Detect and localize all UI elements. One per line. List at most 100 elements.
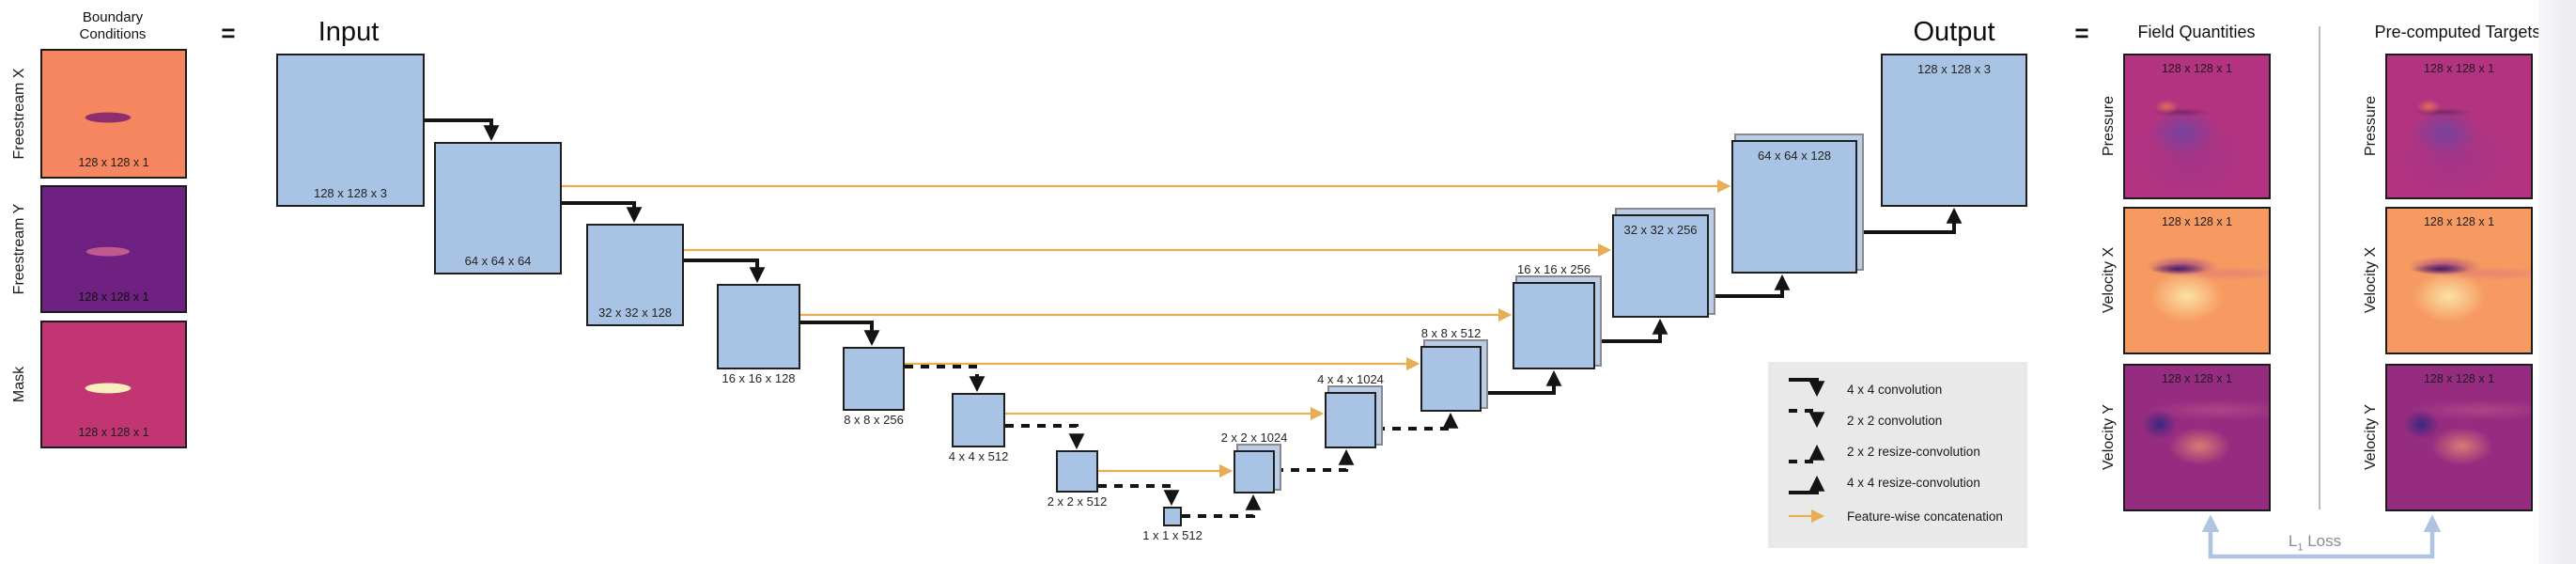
target-velocity-y-label: Velocity Y [2363, 404, 2379, 470]
l1-loss-bracket [2201, 514, 2442, 559]
unet-block-dec-2: 2 x 2 x 1024 [1221, 431, 1287, 494]
conv2x2-arrow-1 [905, 365, 985, 393]
unet-block-dec-4: 4 x 4 x 1024 [1317, 372, 1384, 448]
legend-item-resize2x2: 2 x 2 resize-convolution [1785, 436, 2027, 467]
legend-item-conv4x4: 4 x 4 convolution [1785, 374, 2027, 405]
unet-block-enc-4: 4 x 4 x 512 [949, 393, 1008, 463]
block-dims-label: 4 x 4 x 512 [948, 449, 1009, 463]
conv2x2-arrow-3 [1098, 484, 1180, 507]
unet-block-input: 128 x 128 x 3 [276, 54, 425, 207]
resize4x4-arrow-1 [1482, 369, 1562, 395]
mask-dims: 128 x 128 x 1 [78, 426, 149, 439]
block-dims-label: 8 x 8 x 512 [1420, 326, 1482, 340]
freestream-y-label: Freestream Y [11, 203, 27, 295]
loss-subscript: 1 [2297, 541, 2304, 554]
field-velocity-x-label: Velocity X [2101, 246, 2117, 314]
target-velocity-x-image: 128 x 128 x 1 [2385, 207, 2533, 354]
loss-rest: Loss [2303, 532, 2342, 550]
boundary-title-line1: Boundary [82, 9, 144, 25]
resize2x2-arrow-1 [1182, 494, 1262, 518]
equals-sign-right: = [2074, 19, 2089, 47]
conv4x4-arrow-2 [562, 201, 643, 224]
image-dims-label: 128 x 128 x 1 [2161, 372, 2233, 385]
block-dims-label: 64 x 64 x 128 [1757, 149, 1832, 163]
unet-block-bottleneck: 1 x 1 x 512 [1142, 507, 1203, 542]
resize2x2-arrow-2 [1275, 448, 1355, 472]
field-velocity-x-image: 128 x 128 x 1 [2123, 207, 2271, 354]
legend-item-resize4x4: 4 x 4 resize-convolution [1785, 467, 2027, 498]
resize2x2-arrow-3 [1376, 412, 1459, 431]
resize4x4-arrow-3 [1709, 274, 1791, 298]
block-dims-label: 16 x 16 x 256 [1516, 262, 1591, 276]
input-title: Input [318, 17, 380, 47]
block-dims-label: 128 x 128 x 3 [1916, 62, 1992, 76]
legend-label: 4 x 4 resize-convolution [1847, 476, 1980, 490]
freestream-x-dims: 128 x 128 x 1 [78, 156, 149, 169]
unet-block-output: 128 x 128 x 3 [1881, 54, 2027, 207]
conv-4x4-arrow-icon [1789, 378, 1825, 398]
unet-block-enc-64: 64 x 64 x 64 [434, 142, 562, 274]
image-dims-label: 128 x 128 x 1 [2423, 372, 2495, 385]
conv4x4-arrow-1 [425, 118, 500, 142]
field-velocity-y-image: 128 x 128 x 1 [2123, 364, 2271, 511]
block-dims-label: 64 x 64 x 64 [464, 254, 532, 268]
resize-4x4-arrow-icon [1789, 475, 1825, 494]
legend-label: 2 x 2 convolution [1847, 414, 1943, 428]
unet-block-enc-8: 8 x 8 x 256 [843, 347, 905, 427]
block-dims-label: 32 x 32 x 256 [1623, 223, 1698, 237]
concat-arrow-icon [1789, 509, 1825, 524]
target-velocity-x-label: Velocity X [2363, 246, 2379, 314]
mask-label: Mask [11, 366, 27, 403]
output-title: Output [1913, 17, 1995, 47]
page-edge-gradient [2538, 0, 2576, 564]
conv2x2-arrow-2 [1005, 424, 1085, 450]
block-dims-label: 4 x 4 x 1024 [1317, 372, 1384, 386]
freestream-y-dims: 128 x 128 x 1 [78, 290, 149, 304]
legend-item-conv2x2: 2 x 2 convolution [1785, 405, 2027, 436]
image-dims-label: 128 x 128 x 1 [2423, 62, 2495, 75]
block-dims-label: 16 x 16 x 128 [722, 371, 796, 385]
unet-block-dec-32: 32 x 32 x 256 [1612, 214, 1709, 318]
unet-block-dec-64: 64 x 64 x 128 [1731, 140, 1857, 274]
legend-label: Feature-wise concatenation [1847, 509, 2003, 524]
legend: 4 x 4 convolution 2 x 2 convolution 2 x … [1768, 362, 2027, 548]
freestream-x-image: 128 x 128 x 1 [40, 49, 187, 179]
block-dims-label: 128 x 128 x 3 [313, 186, 388, 200]
target-pressure-image: 128 x 128 x 1 [2385, 54, 2533, 199]
boundary-conditions-title: Boundary Conditions [38, 9, 188, 44]
image-dims-label: 128 x 128 x 1 [2423, 215, 2495, 228]
block-dims-label: 8 x 8 x 256 [844, 413, 904, 427]
block-dims-label: 2 x 2 x 512 [1047, 494, 1108, 509]
image-dims-label: 128 x 128 x 1 [2161, 62, 2233, 75]
loss-base: L [2288, 532, 2298, 550]
l1-loss-label: L1 Loss [2289, 532, 2341, 553]
legend-label: 2 x 2 resize-convolution [1847, 445, 1980, 459]
field-pressure-label: Pressure [2101, 95, 2117, 157]
resize4x4-arrow-2 [1595, 318, 1668, 343]
image-dims-label: 128 x 128 x 1 [2161, 215, 2233, 228]
resize4x4-arrow-4 [1857, 207, 1963, 234]
unet-block-enc-16: 16 x 16 x 128 [717, 284, 800, 385]
freestream-y-image: 128 x 128 x 1 [40, 185, 187, 313]
mask-image: 128 x 128 x 1 [40, 321, 187, 448]
conv-2x2-arrow-icon [1789, 409, 1825, 429]
precomputed-targets-title: Pre-computed Targets [2374, 23, 2541, 41]
unet-block-enc-32: 32 x 32 x 128 [586, 224, 684, 326]
field-velocity-y-label: Velocity Y [2101, 404, 2117, 470]
block-dims-label: 32 x 32 x 128 [597, 306, 673, 320]
unet-block-enc-2: 2 x 2 x 512 [1047, 450, 1107, 509]
block-dims-label: 1 x 1 x 512 [1142, 528, 1203, 542]
equals-sign-left: = [221, 19, 236, 47]
unet-block-dec-8: 8 x 8 x 512 [1420, 326, 1482, 412]
legend-item-concat: Feature-wise concatenation [1785, 501, 2027, 532]
target-velocity-y-image: 128 x 128 x 1 [2385, 364, 2533, 511]
field-quantities-title: Field Quantities [2137, 23, 2256, 41]
conv4x4-arrow-3 [684, 258, 766, 284]
column-divider [2319, 26, 2320, 509]
conv4x4-arrow-4 [800, 321, 880, 347]
field-pressure-image: 128 x 128 x 1 [2123, 54, 2271, 199]
freestream-x-label: Freestream X [11, 68, 27, 160]
boundary-title-line2: Conditions [79, 26, 147, 43]
legend-label: 4 x 4 convolution [1847, 383, 1943, 397]
